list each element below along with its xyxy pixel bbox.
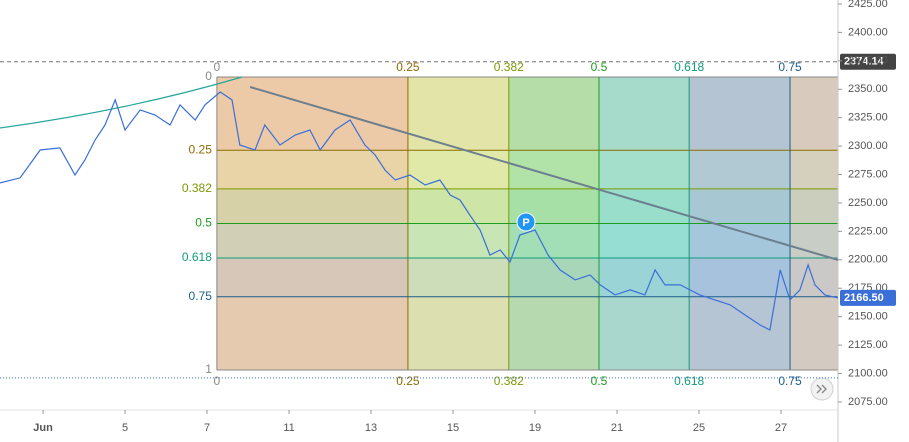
- fib-time-label-bottom: 0.382: [494, 374, 524, 388]
- x-tick-label: 5: [122, 422, 128, 434]
- y-tick-label: 2300.00: [848, 140, 888, 152]
- x-tick-label: 27: [775, 422, 787, 434]
- x-tick-label: 19: [529, 422, 541, 434]
- marker: [516, 212, 536, 232]
- fib-price-zone: [216, 296, 839, 370]
- y-tick-label: 2150.00: [848, 311, 888, 323]
- last-price-label: 2166.50: [844, 292, 884, 304]
- y-tick-label: 2200.00: [848, 254, 888, 266]
- y-tick-label: 2125.00: [848, 339, 888, 351]
- fib-time-label-top: 0.382: [494, 60, 524, 74]
- x-tick-label: 21: [611, 422, 623, 434]
- fib-time-label-top: 0: [214, 60, 221, 74]
- fib-price-label: 0.5: [195, 216, 212, 230]
- x-tick-label: 11: [283, 422, 294, 434]
- y-tick-label: 2100.00: [848, 367, 888, 379]
- fib-time-label-bottom: 0: [214, 374, 221, 388]
- scroll-button-icon[interactable]: [816, 384, 827, 394]
- fib-time-label-bottom: 0.618: [674, 374, 704, 388]
- y-tick-label: 2225.00: [848, 225, 888, 237]
- fib-time-label-bottom: 0.5: [591, 374, 608, 388]
- x-tick-label: 15: [447, 422, 459, 434]
- fib-price-zone: [216, 258, 839, 297]
- x-tick-label: 7: [204, 422, 210, 434]
- y-tick-label: 2075.00: [848, 396, 888, 408]
- last-price-box: [840, 289, 896, 306]
- scroll-button[interactable]: [810, 377, 834, 401]
- y-tick-label: 2325.00: [848, 112, 888, 124]
- price-line-label: 2374.14: [844, 56, 885, 68]
- fib-time-label-top: 0.75: [778, 60, 802, 74]
- x-tick-label: 13: [365, 422, 377, 434]
- price-line-series: [0, 91, 839, 331]
- plot-area: 0000.250.250.250.3820.3820.3820.50.50.50…: [182, 60, 839, 388]
- marker-label: P: [522, 217, 529, 229]
- fib-time-label-top: 0.25: [396, 60, 420, 74]
- fib-price-zone: [216, 76, 839, 151]
- curve: [0, 76, 243, 129]
- price-line-box: [840, 53, 896, 70]
- fib-price-label: 0.382: [182, 181, 212, 195]
- y-tick-label: 2425.00: [848, 0, 888, 10]
- fib-time-label-bottom: 0.25: [396, 374, 420, 388]
- fib-price-label: 0.618: [182, 250, 212, 264]
- y-tick-label: 2275.00: [848, 168, 888, 180]
- x-tick-label: 25: [693, 422, 705, 434]
- x-tick-label: Jun: [33, 422, 53, 434]
- y-tick-label: 2400.00: [848, 26, 888, 38]
- fib-price-label: 1: [205, 362, 212, 376]
- fib-price-label: 0.25: [189, 142, 213, 156]
- y-tick-label: 2375.00: [848, 55, 888, 67]
- fib-price-label: 0: [205, 69, 212, 83]
- trend-line: [249, 86, 839, 261]
- scroll-button-circle[interactable]: [810, 377, 834, 401]
- fib-price-label: 0.75: [189, 289, 213, 303]
- fib-time-label-top: 0.618: [674, 60, 704, 74]
- fib-time-label-top: 0.5: [591, 60, 608, 74]
- y-tick-label: 2350.00: [848, 83, 888, 95]
- y-tick-label: 2250.00: [848, 197, 888, 209]
- fib-time-label-bottom: 0.75: [778, 374, 802, 388]
